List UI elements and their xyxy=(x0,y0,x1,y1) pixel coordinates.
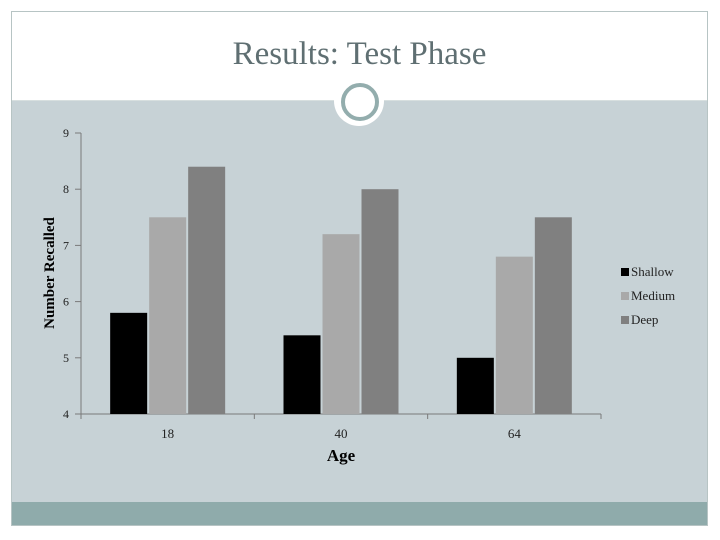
x-axis: 18 40 64 xyxy=(80,413,602,441)
footer-bar xyxy=(12,502,707,525)
y-axis-title: Number Recalled xyxy=(42,216,58,328)
x-tick-label: 18 xyxy=(161,426,174,441)
bar-shallow-64 xyxy=(456,357,494,414)
slide-title: Results: Test Phase xyxy=(232,36,487,72)
bar-deep-40 xyxy=(361,189,399,414)
legend-swatch xyxy=(621,268,629,276)
y-axis: 4 5 6 7 8 9 xyxy=(63,126,82,421)
bar-deep-64 xyxy=(534,217,572,414)
bar-shallow-40 xyxy=(283,335,321,414)
bar-medium-64 xyxy=(495,256,533,414)
y-tick-label: 6 xyxy=(63,295,69,309)
legend-label: Deep xyxy=(631,312,658,327)
bars xyxy=(110,166,572,414)
bar-shallow-18 xyxy=(110,312,148,414)
bar-deep-18 xyxy=(188,166,226,414)
y-tick-label: 5 xyxy=(63,351,69,365)
x-tick-label: 40 xyxy=(335,426,348,441)
legend-label: Shallow xyxy=(631,264,674,279)
circle-ring-icon xyxy=(341,83,379,121)
legend: Shallow Medium Deep xyxy=(621,264,675,327)
bar-medium-40 xyxy=(322,234,360,414)
bar-medium-18 xyxy=(149,217,187,414)
y-tick-label: 4 xyxy=(63,407,69,421)
legend-swatch xyxy=(621,292,629,300)
y-tick-label: 9 xyxy=(63,126,69,140)
legend-swatch xyxy=(621,316,629,324)
circle-ornament-icon xyxy=(334,76,384,126)
slide: Results: Test Phase xyxy=(11,11,708,526)
legend-label: Medium xyxy=(631,288,675,303)
x-tick-label: 64 xyxy=(508,426,522,441)
y-tick-label: 7 xyxy=(63,238,69,252)
y-tick-label: 8 xyxy=(63,182,69,196)
x-axis-title: Age xyxy=(327,446,356,465)
